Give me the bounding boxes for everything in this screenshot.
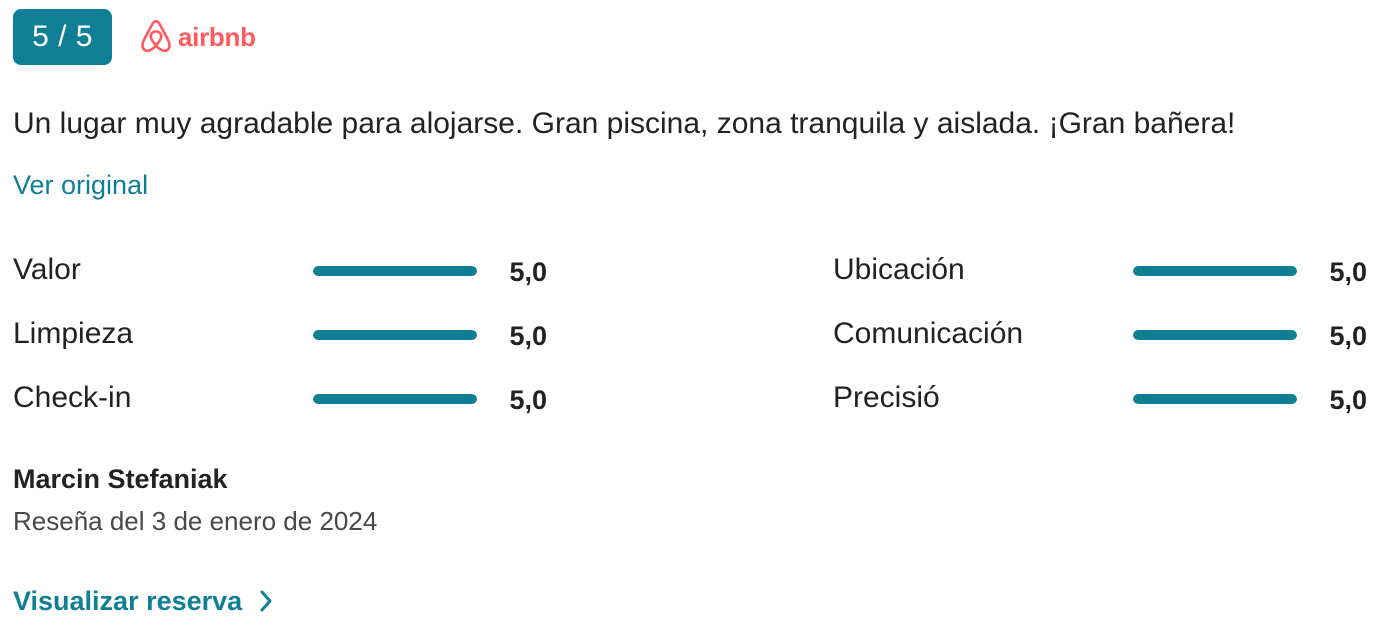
rating-bar <box>1133 330 1297 340</box>
rating-row-limpieza: Limpieza 5,0 <box>13 310 547 374</box>
ratings-section: Valor 5,0 Limpieza 5,0 Check-in 5,0 Ubic… <box>13 246 1367 446</box>
brand-logo: airbnb <box>140 9 256 65</box>
score-badge: 5 / 5 <box>13 9 112 65</box>
rating-bar-fill <box>1133 330 1297 340</box>
view-booking-link[interactable]: Visualizar reserva <box>13 583 274 619</box>
rating-value: 5,0 <box>509 321 547 351</box>
rating-label: Precisió <box>833 381 940 414</box>
rating-bar <box>313 394 477 404</box>
review-header: 5 / 5 airbnb <box>13 9 256 65</box>
ratings-column-right: Ubicación 5,0 Comunicación 5,0 Precisió … <box>833 246 1367 438</box>
rating-row-valor: Valor 5,0 <box>13 246 547 310</box>
review-text: Un lugar muy agradable para alojarse. Gr… <box>13 107 1236 140</box>
rating-bar-fill <box>313 394 477 404</box>
rating-bar-fill <box>1133 394 1297 404</box>
ratings-column-left: Valor 5,0 Limpieza 5,0 Check-in 5,0 <box>13 246 547 438</box>
rating-value: 5,0 <box>509 385 547 415</box>
rating-label: Valor <box>13 253 81 286</box>
rating-label: Check-in <box>13 381 132 414</box>
rating-bar <box>1133 266 1297 276</box>
rating-bar-fill <box>1133 266 1297 276</box>
view-original-link[interactable]: Ver original <box>13 170 149 200</box>
rating-value: 5,0 <box>1329 257 1367 287</box>
rating-bar <box>313 330 477 340</box>
rating-value: 5,0 <box>1329 385 1367 415</box>
rating-row-check-in: Check-in 5,0 <box>13 374 547 438</box>
rating-value: 5,0 <box>1329 321 1367 351</box>
rating-value: 5,0 <box>509 257 547 287</box>
rating-bar <box>1133 394 1297 404</box>
review-date: Reseña del 3 de enero de 2024 <box>13 506 378 536</box>
rating-label: Limpieza <box>13 317 134 350</box>
rating-bar-fill <box>313 330 477 340</box>
reviewer-name: Marcin Stefaniak <box>13 464 228 494</box>
rating-label: Ubicación <box>833 253 965 286</box>
chevron-right-icon <box>260 590 272 612</box>
rating-label: Comunicación <box>833 317 1024 350</box>
rating-row-ubicacion: Ubicación 5,0 <box>833 246 1367 310</box>
rating-bar-fill <box>313 266 477 276</box>
view-booking-label: Visualizar reserva <box>13 586 243 616</box>
rating-bar <box>313 266 477 276</box>
brand-name: airbnb <box>178 22 256 52</box>
rating-row-comunicacion: Comunicación 5,0 <box>833 310 1367 374</box>
rating-row-precisio: Precisió 5,0 <box>833 374 1367 438</box>
airbnb-logo-icon <box>141 20 171 52</box>
